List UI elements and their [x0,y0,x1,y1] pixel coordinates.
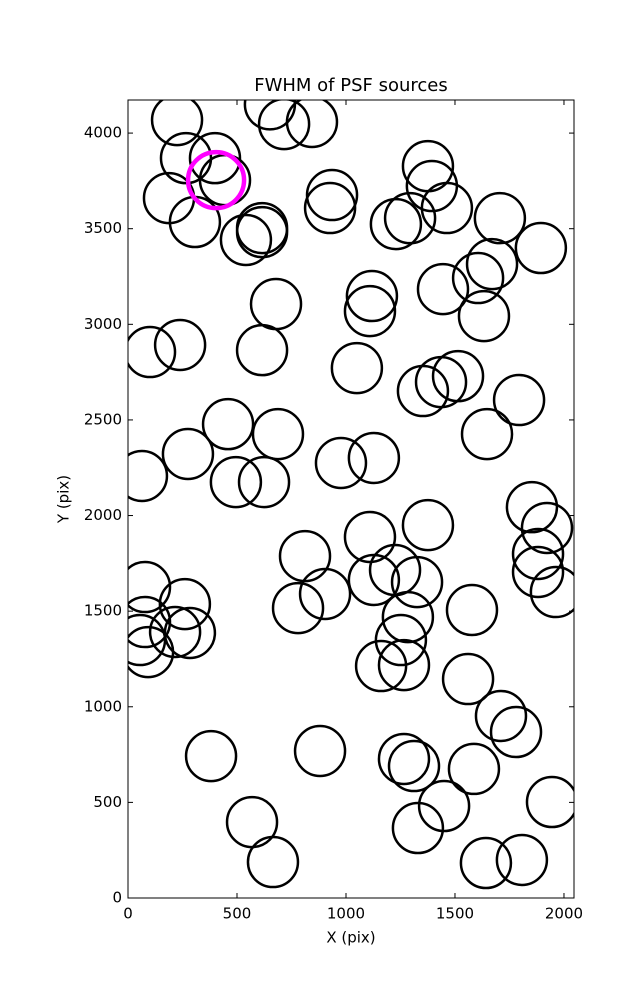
source-circle [489,705,543,759]
source-circle [416,262,470,316]
x-tick-label: 500 [223,905,252,923]
source-circle [128,625,175,679]
source-circle [377,732,431,786]
source-circle [243,100,297,131]
source-circle [520,501,574,555]
source-circle [271,581,325,635]
source-circle [505,480,559,534]
x-tick-label: 0 [123,905,133,923]
source-circle [150,100,204,147]
source-circle [514,221,568,275]
source-circle [153,318,207,372]
source-circle [492,373,546,427]
source-circle [128,560,172,614]
source-circle [420,181,474,235]
y-tick-label: 0 [112,889,122,907]
source-circle [347,431,401,485]
source-circle [369,197,423,251]
plot-frame [127,99,575,899]
y-tick-label: 4000 [84,124,122,142]
chart-title: FWHM of PSF sources [254,75,448,96]
source-circle [495,833,549,887]
source-circle [391,801,445,855]
source-circle [343,510,397,564]
y-tick-label: 3000 [84,315,122,333]
source-circle [354,639,408,693]
source-circle [303,181,357,235]
source-circle [158,577,212,631]
source-circle [246,835,300,889]
source-circle [330,341,384,395]
source-circle [441,652,495,706]
source-circle [387,739,441,793]
source-circle [396,364,450,418]
source-circle [529,565,574,619]
source-circle [474,689,528,743]
plot-area [128,100,574,890]
source-circle [128,325,177,379]
y-axis-label: Y (pix) [55,475,73,524]
x-tick-label: 1500 [436,905,474,923]
y-tick-label: 2500 [84,410,122,428]
source-circle [219,213,273,267]
source-circle [188,131,242,185]
source-circle [383,191,437,245]
y-tick-label: 1500 [84,602,122,620]
source-circle [343,284,397,338]
source-circle [401,498,455,552]
source-circle [381,590,435,644]
y-tick-label: 500 [93,793,122,811]
highlighted-source [185,149,247,211]
x-axis-label: X (pix) [326,929,375,947]
source-circle [209,455,263,509]
source-circle [201,397,255,451]
source-circle [148,605,202,659]
source-circle [390,555,444,609]
x-tick-label: 2000 [545,905,583,923]
source-circle [345,269,399,323]
source-circle [457,289,511,343]
source-circle [451,251,505,305]
source-circle [511,545,565,599]
source-circle [161,427,215,481]
source-circle [251,407,305,461]
source-circle [298,567,352,621]
source-circle [447,742,501,796]
x-tick-label: 1000 [327,905,365,923]
source-circle [235,205,289,259]
source-circle [257,100,311,151]
source-circle [293,724,347,778]
y-tick-label: 1000 [84,697,122,715]
source-circle [184,729,238,783]
source-circle [128,595,172,649]
source-circle [235,323,289,377]
source-circle [459,836,513,890]
source-circle [305,168,359,222]
source-circle [237,455,291,509]
source-circle [511,527,565,581]
source-circle [525,775,574,829]
source-circle [460,407,514,461]
y-tick-label: 3500 [84,219,122,237]
source-circle [128,613,167,667]
source-circle [128,449,169,503]
y-tick-label: 2000 [84,506,122,524]
source-circle [465,237,519,291]
source-circle [377,638,431,692]
source-circle [374,613,428,667]
source-circle [417,779,471,833]
source-circle [314,436,368,490]
source-circle [445,583,499,637]
source-circle [473,191,527,245]
